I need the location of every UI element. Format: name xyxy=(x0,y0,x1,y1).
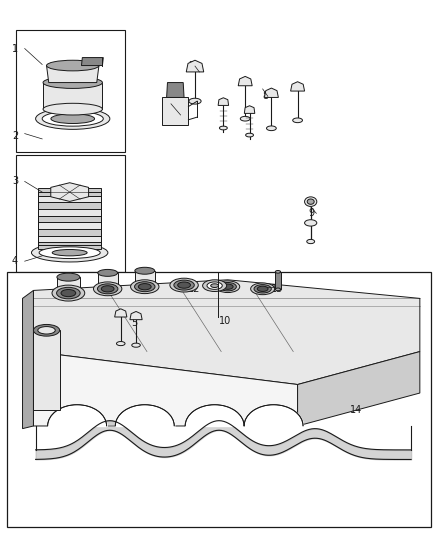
Ellipse shape xyxy=(174,280,194,290)
Polygon shape xyxy=(244,106,255,114)
Polygon shape xyxy=(290,82,304,91)
Polygon shape xyxy=(33,280,420,384)
Polygon shape xyxy=(218,98,229,106)
Text: 14: 14 xyxy=(350,405,362,415)
Ellipse shape xyxy=(51,114,95,124)
Ellipse shape xyxy=(276,270,281,273)
Text: 8: 8 xyxy=(263,91,269,101)
Ellipse shape xyxy=(33,325,60,336)
Text: 10: 10 xyxy=(219,316,231,326)
Polygon shape xyxy=(22,290,33,429)
Polygon shape xyxy=(38,188,101,196)
Ellipse shape xyxy=(38,327,55,334)
Ellipse shape xyxy=(52,285,85,301)
Ellipse shape xyxy=(211,284,219,287)
Ellipse shape xyxy=(216,281,240,293)
Ellipse shape xyxy=(52,249,87,256)
Ellipse shape xyxy=(219,282,237,291)
Ellipse shape xyxy=(293,118,303,123)
Ellipse shape xyxy=(101,286,114,292)
Ellipse shape xyxy=(117,342,125,345)
Polygon shape xyxy=(38,215,101,222)
Ellipse shape xyxy=(43,77,102,88)
Ellipse shape xyxy=(135,267,155,274)
Polygon shape xyxy=(38,235,101,243)
Polygon shape xyxy=(186,60,204,72)
Polygon shape xyxy=(135,271,155,287)
Ellipse shape xyxy=(246,133,254,137)
Ellipse shape xyxy=(132,343,140,347)
Ellipse shape xyxy=(61,289,76,297)
Text: 9: 9 xyxy=(308,208,314,219)
Ellipse shape xyxy=(98,269,117,276)
Polygon shape xyxy=(51,183,88,201)
Ellipse shape xyxy=(42,111,103,126)
Ellipse shape xyxy=(219,126,227,130)
Text: 13: 13 xyxy=(272,285,284,294)
Ellipse shape xyxy=(189,98,201,104)
Ellipse shape xyxy=(138,284,151,290)
Polygon shape xyxy=(98,273,117,289)
Text: 6: 6 xyxy=(175,110,181,120)
Polygon shape xyxy=(38,208,101,216)
Polygon shape xyxy=(38,241,101,249)
Ellipse shape xyxy=(223,284,233,289)
Ellipse shape xyxy=(207,282,222,289)
Ellipse shape xyxy=(43,103,102,115)
Ellipse shape xyxy=(97,284,118,294)
Ellipse shape xyxy=(276,288,281,290)
Polygon shape xyxy=(238,76,252,86)
Text: 1: 1 xyxy=(12,44,18,53)
Ellipse shape xyxy=(32,244,108,262)
Ellipse shape xyxy=(266,126,276,131)
Ellipse shape xyxy=(39,247,100,259)
Text: 11: 11 xyxy=(110,285,122,294)
Ellipse shape xyxy=(93,282,122,296)
Ellipse shape xyxy=(46,60,99,71)
Ellipse shape xyxy=(57,287,80,299)
Polygon shape xyxy=(16,30,125,152)
Ellipse shape xyxy=(240,116,250,121)
Polygon shape xyxy=(166,83,184,98)
Polygon shape xyxy=(43,83,102,109)
Ellipse shape xyxy=(251,283,275,295)
Ellipse shape xyxy=(178,282,191,288)
Polygon shape xyxy=(115,309,127,317)
Polygon shape xyxy=(297,352,420,426)
Polygon shape xyxy=(162,98,188,125)
Ellipse shape xyxy=(35,108,110,130)
Text: 7: 7 xyxy=(188,61,194,71)
Ellipse shape xyxy=(257,286,268,292)
Text: 3: 3 xyxy=(12,176,18,187)
Polygon shape xyxy=(7,272,431,527)
Text: 4: 4 xyxy=(12,256,18,266)
Ellipse shape xyxy=(131,280,159,294)
Polygon shape xyxy=(46,66,99,83)
Ellipse shape xyxy=(203,280,226,292)
Polygon shape xyxy=(33,352,297,426)
Ellipse shape xyxy=(304,197,317,206)
Ellipse shape xyxy=(134,282,155,292)
Text: 5: 5 xyxy=(132,318,138,328)
Ellipse shape xyxy=(254,285,271,293)
Ellipse shape xyxy=(170,278,198,292)
Polygon shape xyxy=(130,311,142,320)
Polygon shape xyxy=(38,228,101,236)
Polygon shape xyxy=(33,330,60,410)
Polygon shape xyxy=(276,272,281,289)
Polygon shape xyxy=(38,222,101,229)
Polygon shape xyxy=(16,155,125,272)
Polygon shape xyxy=(265,88,279,98)
Ellipse shape xyxy=(307,239,314,244)
Polygon shape xyxy=(38,195,101,203)
Text: 12: 12 xyxy=(188,285,201,294)
Polygon shape xyxy=(38,201,101,209)
Ellipse shape xyxy=(57,273,80,281)
Polygon shape xyxy=(81,58,103,66)
Ellipse shape xyxy=(307,199,314,204)
Polygon shape xyxy=(57,277,80,293)
Text: 2: 2 xyxy=(12,131,18,141)
Ellipse shape xyxy=(304,220,317,226)
